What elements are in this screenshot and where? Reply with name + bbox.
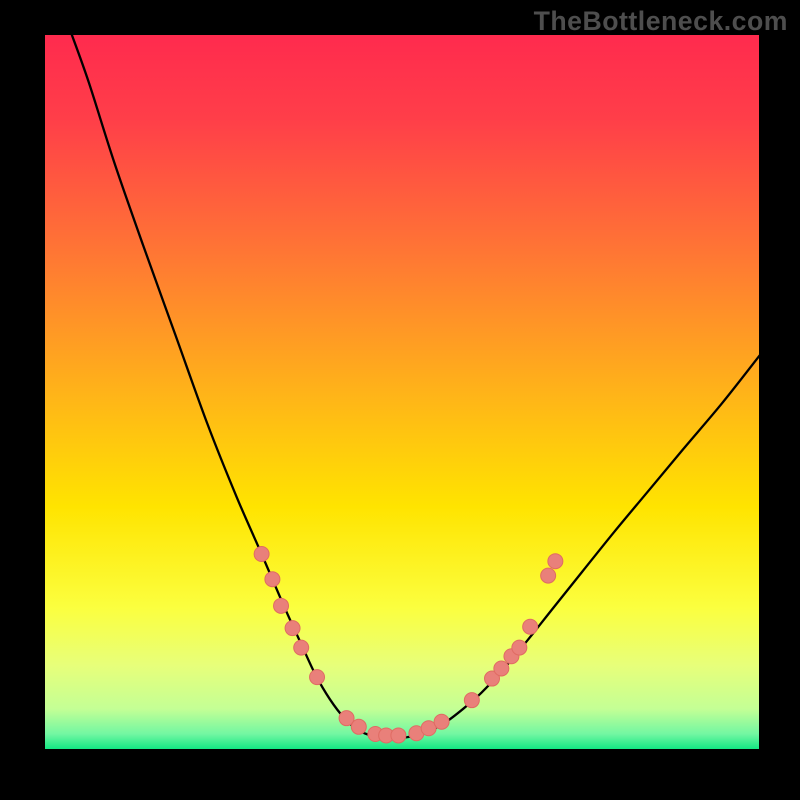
data-marker: [294, 640, 309, 655]
data-marker: [541, 568, 556, 583]
data-marker: [494, 661, 509, 676]
bottleneck-chart: [42, 32, 762, 752]
data-marker: [548, 554, 563, 569]
data-marker: [285, 621, 300, 636]
data-marker: [523, 619, 538, 634]
chart-background: [42, 32, 762, 752]
data-marker: [310, 670, 325, 685]
data-marker: [464, 693, 479, 708]
data-marker: [351, 719, 366, 734]
data-marker: [265, 572, 280, 587]
data-marker: [512, 640, 527, 655]
data-marker: [254, 547, 269, 562]
plot-area: [42, 32, 762, 752]
data-marker: [391, 728, 406, 743]
data-marker: [434, 714, 449, 729]
data-marker: [274, 598, 289, 613]
